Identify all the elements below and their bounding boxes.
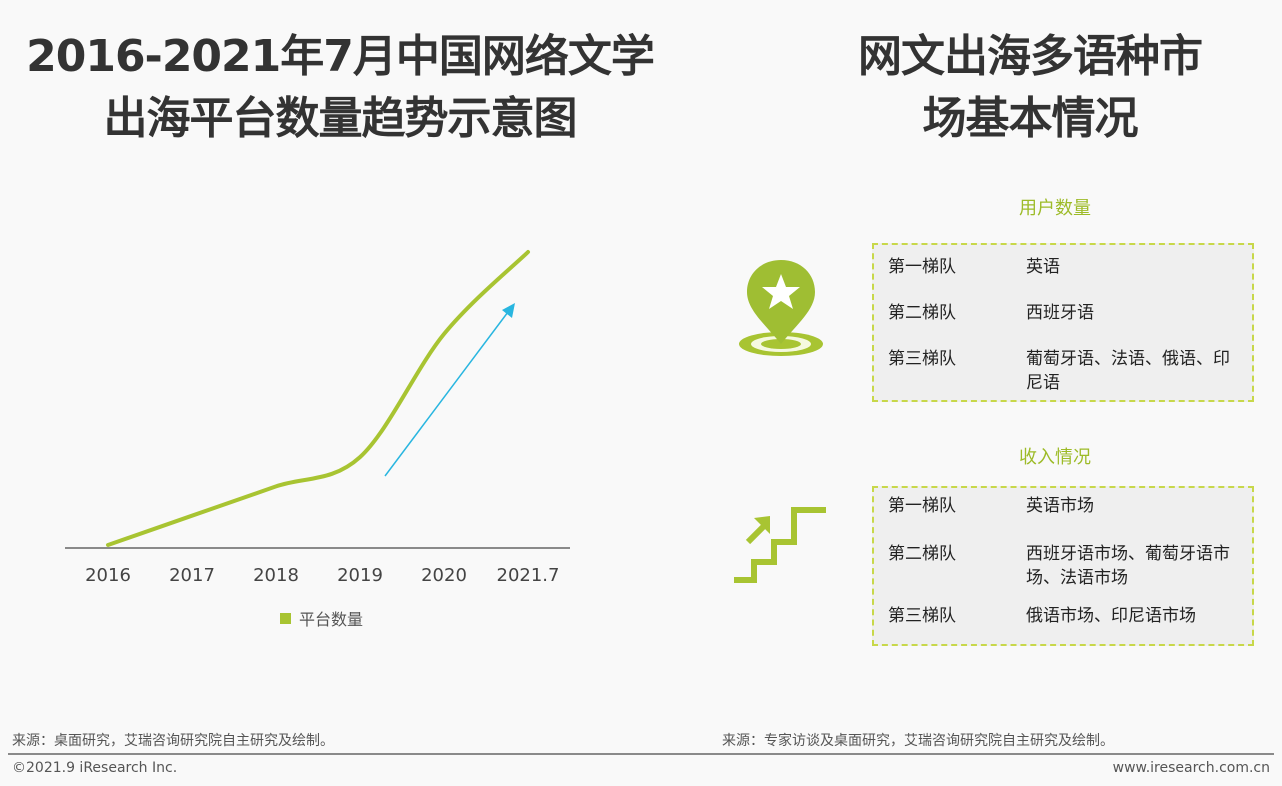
x-tick-label: 2018 (253, 565, 299, 586)
tier-label: 第二梯队 (888, 544, 956, 564)
tier-label: 第三梯队 (888, 349, 956, 369)
footer-divider (8, 753, 1274, 755)
revenue-heading: 收入情况 (1019, 447, 1091, 468)
tier-value: 英语市场 (1026, 496, 1094, 516)
x-tick-label: 2016 (85, 565, 131, 586)
tier-label: 第一梯队 (888, 496, 956, 516)
left-chart-title: 2016-2021年7月中国网络文学 出海平台数量趋势示意图 (0, 26, 680, 150)
tier-value: 西班牙语 (1026, 303, 1094, 323)
tier-value: 英语 (1026, 257, 1060, 277)
chart-legend: 平台数量 (280, 606, 363, 630)
x-tick-label: 2020 (421, 565, 467, 586)
x-tick-label: 2021.7 (496, 565, 560, 586)
platform-count-line (106, 250, 530, 547)
left-source-note: 来源：桌面研究，艾瑞咨询研究院自主研究及绘制。 (12, 733, 334, 749)
trend-arrow (384, 303, 515, 477)
tier-value: 俄语市场、印尼语市场 (1026, 606, 1196, 626)
right-title-line-1: 网文出海多语种市 (858, 31, 1203, 82)
tier-value: 西班牙语市场、葡萄牙语市场、法语市场 (1026, 544, 1230, 588)
right-title-line-2: 场基本情况 (922, 93, 1139, 144)
website: www.iresearch.com.cn (1112, 760, 1270, 776)
x-tick-label: 2017 (169, 565, 215, 586)
copyright: ©2021.9 iResearch Inc. (12, 760, 178, 776)
stairs-up-arrow-icon (734, 507, 826, 583)
x-tick-label: 2019 (337, 565, 383, 586)
right-panel-title: 网文出海多语种市 场基本情况 (820, 26, 1240, 150)
left-title-line-1: 2016-2021年7月中国网络文学 (26, 31, 655, 82)
user-count-table: 第一梯队 英语 第二梯队 西班牙语 第三梯队 葡萄牙语、法语、俄语、印尼语 (872, 243, 1254, 402)
legend-swatch (280, 612, 291, 624)
tier-value: 葡萄牙语、法语、俄语、印尼语 (1026, 349, 1230, 393)
tier-label: 第一梯队 (888, 257, 956, 277)
tier-label: 第三梯队 (888, 606, 956, 626)
right-source-note: 来源：专家访谈及桌面研究，艾瑞咨询研究院自主研究及绘制。 (722, 733, 1114, 749)
tier-label: 第二梯队 (888, 303, 956, 323)
left-title-line-2: 出海平台数量趋势示意图 (103, 93, 578, 144)
map-pin-star-icon (739, 260, 823, 356)
revenue-table: 第一梯队 英语市场 第二梯队 西班牙语市场、葡萄牙语市场、法语市场 第三梯队 俄… (872, 486, 1254, 646)
user-count-heading: 用户数量 (1019, 198, 1091, 219)
legend-label: 平台数量 (299, 610, 364, 629)
line-chart (65, 250, 570, 549)
